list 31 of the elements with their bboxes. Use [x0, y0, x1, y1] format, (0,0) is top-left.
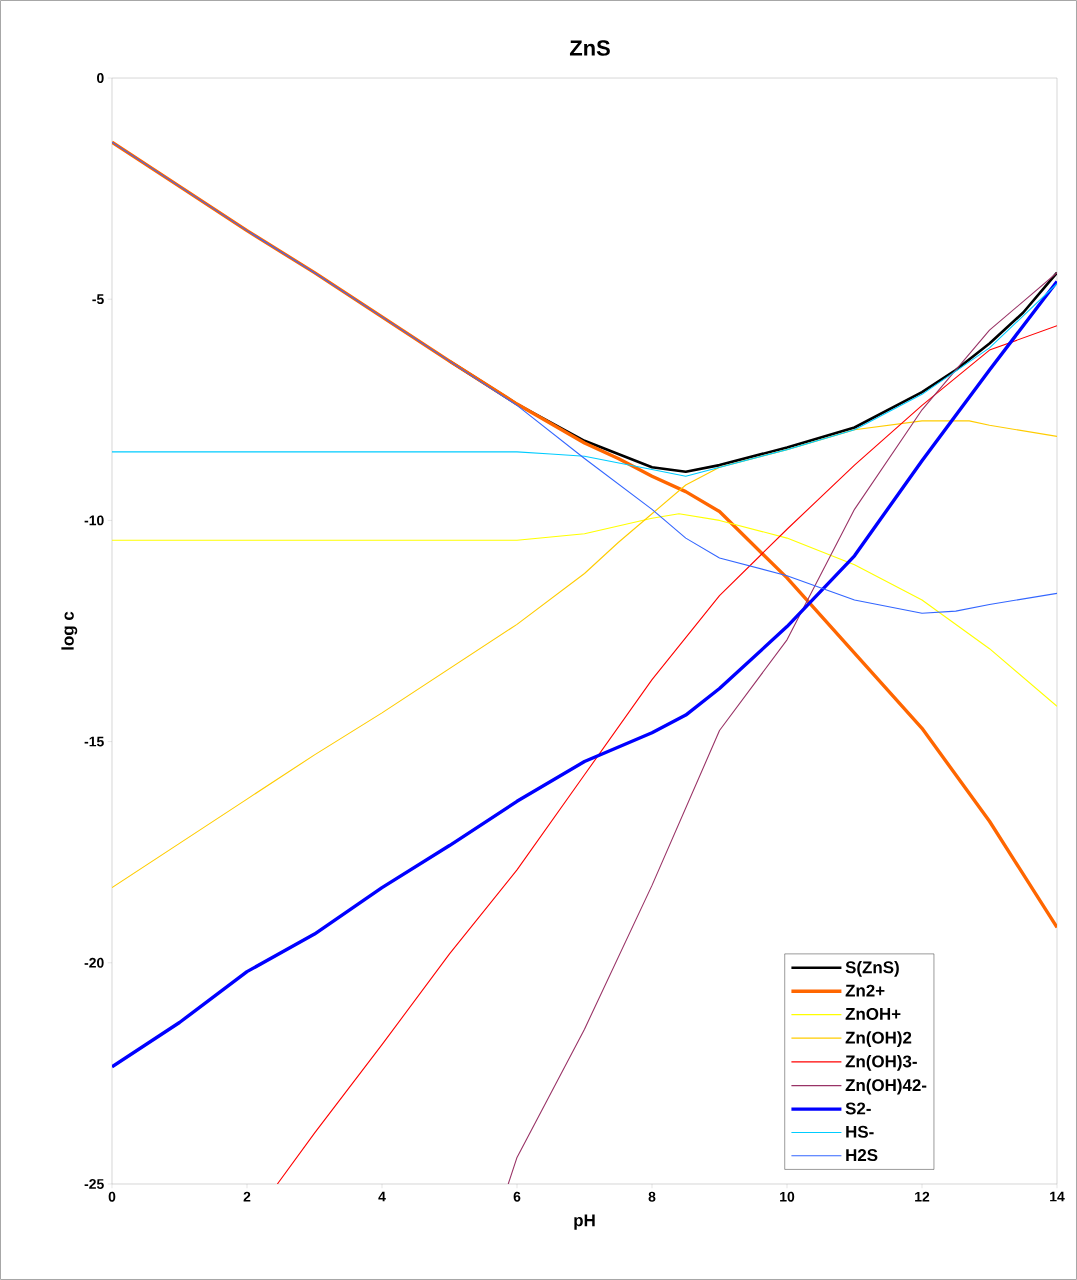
legend-label: Zn2+: [845, 984, 885, 997]
legend-label: ZnOH+: [845, 1007, 901, 1020]
legend-label: Zn(OH)42-: [845, 1078, 927, 1095]
x-tick-label: 2: [243, 1191, 251, 1202]
line-series: [112, 513, 1058, 707]
legend-label: H2S: [846, 1149, 878, 1162]
chart-title: ZnS: [569, 40, 610, 56]
y-tick-label: -15: [84, 736, 104, 747]
x-tick-label: 0: [108, 1191, 116, 1202]
x-tick-label: 8: [648, 1191, 656, 1202]
line-series: [276, 325, 1058, 1184]
y-tick-label: -20: [84, 957, 104, 968]
legend-label: S(ZnS): [845, 960, 899, 977]
y-tick-label: -25: [84, 1179, 104, 1189]
line-series: [112, 141, 1058, 614]
legend-label: Zn(OH)2: [845, 1031, 912, 1048]
line-series: [507, 272, 1058, 1184]
y-tick-label: -5: [92, 294, 104, 305]
legend-label: Zn(OH)3-: [845, 1055, 917, 1071]
y-axis-title: log c: [61, 611, 78, 650]
line-series: [112, 279, 1058, 1069]
x-tick-label: 4: [378, 1191, 386, 1202]
x-tick-label: 6: [513, 1191, 521, 1202]
x-axis-title: pH: [574, 1214, 595, 1230]
legend-label: HS-: [846, 1125, 874, 1138]
x-tick-label: 12: [915, 1191, 930, 1202]
x-tick-label: 14: [1050, 1191, 1065, 1202]
y-tick-label: 0: [97, 73, 104, 83]
y-tick-label: -10: [84, 515, 104, 526]
legend-label: S2-: [845, 1102, 871, 1115]
x-tick-label: 10: [780, 1191, 795, 1202]
